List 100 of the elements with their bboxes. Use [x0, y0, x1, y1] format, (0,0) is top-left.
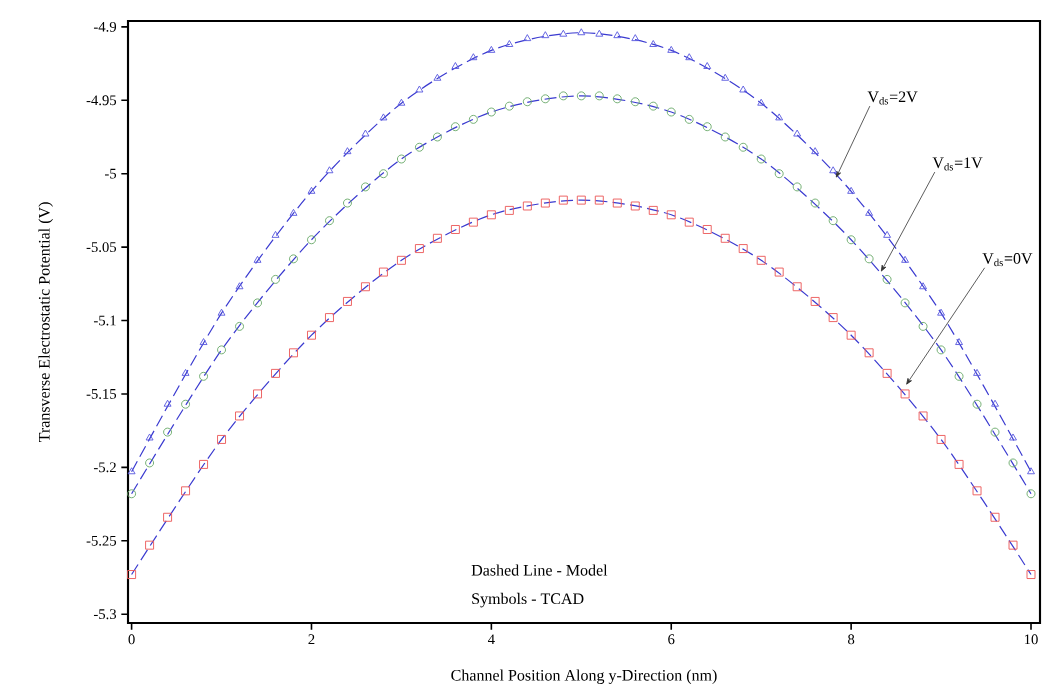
- point: [127, 489, 137, 499]
- point: [684, 217, 694, 227]
- point: [702, 122, 712, 132]
- point: [972, 486, 982, 496]
- point: [648, 205, 658, 215]
- point: [666, 210, 676, 220]
- point: [486, 210, 496, 220]
- point: [523, 34, 532, 42]
- point: [342, 296, 352, 306]
- point: [504, 101, 514, 111]
- point: [720, 132, 730, 142]
- point: [864, 348, 874, 358]
- point: [973, 368, 981, 376]
- point: [649, 40, 658, 47]
- point: [378, 169, 388, 179]
- point: [271, 368, 280, 378]
- point: [181, 486, 191, 496]
- point: [846, 330, 856, 340]
- annotation: V$_{ds}$=2V: [867, 91, 918, 105]
- point: [918, 321, 928, 331]
- point: [577, 28, 586, 36]
- point: [720, 233, 730, 243]
- annotation: V$_{ds}$=0V: [982, 253, 1033, 267]
- point: [738, 142, 748, 152]
- point: [289, 348, 298, 358]
- point: [883, 230, 892, 238]
- point: [595, 29, 604, 37]
- point: [955, 338, 963, 346]
- point: [271, 230, 280, 238]
- point: [558, 195, 568, 205]
- point: [1026, 489, 1036, 499]
- point: [1008, 458, 1018, 468]
- point: [378, 267, 388, 277]
- point: [325, 313, 334, 323]
- point: [576, 91, 586, 101]
- point: [360, 282, 370, 292]
- point: [612, 94, 622, 104]
- point: [630, 97, 640, 107]
- point: [774, 169, 784, 179]
- point: [864, 254, 874, 264]
- point: [666, 107, 676, 117]
- point: [756, 154, 766, 164]
- point: [954, 459, 964, 469]
- point: [325, 166, 334, 174]
- point: [540, 94, 550, 104]
- point: [846, 235, 856, 245]
- point: [235, 411, 244, 421]
- x-tick-label: 4: [487, 634, 495, 645]
- point: [235, 321, 244, 331]
- point: [127, 467, 136, 475]
- point: [792, 282, 802, 292]
- point: [414, 244, 424, 254]
- point: [684, 114, 694, 124]
- point: [900, 298, 910, 308]
- point: [865, 208, 874, 216]
- point: [685, 53, 694, 61]
- point: [127, 570, 137, 579]
- point: [990, 427, 1000, 437]
- point: [163, 427, 173, 437]
- point: [414, 142, 424, 152]
- point: [810, 296, 820, 306]
- point: [612, 198, 622, 208]
- point: [217, 434, 227, 444]
- point: [163, 399, 172, 407]
- point: [468, 217, 478, 227]
- line-series: [131, 199, 1032, 576]
- point: [235, 282, 244, 290]
- point: [792, 182, 802, 192]
- point: [774, 267, 784, 277]
- x-tick-label: 10: [1024, 634, 1038, 645]
- point: [811, 147, 820, 155]
- point: [342, 198, 352, 208]
- point: [271, 274, 280, 284]
- point: [954, 371, 964, 381]
- point: [361, 129, 370, 137]
- point: [199, 371, 209, 381]
- y-tick-label: -5.05: [86, 242, 117, 253]
- y-axis-title: Transverse Electrostatic Potential (V): [38, 202, 53, 443]
- point: [847, 186, 856, 194]
- point: [756, 255, 766, 265]
- point: [901, 255, 910, 263]
- point: [667, 45, 676, 53]
- point: [991, 399, 999, 407]
- y-tick-label: -5.3: [93, 609, 117, 620]
- point: [450, 225, 460, 234]
- point: [504, 205, 514, 215]
- point: [594, 91, 604, 101]
- point: [307, 235, 316, 245]
- annotation: V$_{ds}$=1V: [932, 157, 983, 171]
- point: [541, 31, 550, 39]
- point: [522, 97, 532, 107]
- point: [289, 254, 298, 264]
- point: [253, 298, 262, 308]
- point: [487, 45, 496, 53]
- point: [145, 540, 155, 550]
- point: [576, 195, 586, 205]
- point: [936, 345, 946, 355]
- point: [360, 182, 370, 192]
- point: [648, 101, 658, 111]
- point: [396, 255, 406, 265]
